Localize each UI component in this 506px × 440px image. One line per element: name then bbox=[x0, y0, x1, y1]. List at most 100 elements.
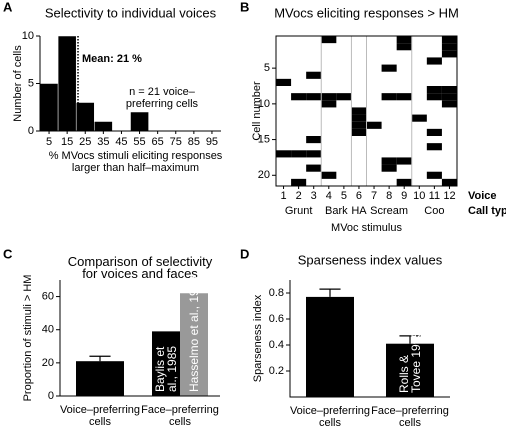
response-cell bbox=[381, 64, 397, 72]
error-bar bbox=[319, 288, 341, 297]
x-tick-label: 4 bbox=[326, 190, 332, 202]
y-tick-label: 0.8 bbox=[269, 287, 284, 299]
x-tick-label: Voice–preferring cells bbox=[290, 405, 370, 429]
y-tick-label: 5 bbox=[264, 62, 270, 74]
response-cell bbox=[381, 157, 397, 165]
response-cell bbox=[441, 93, 457, 101]
response-cell bbox=[351, 128, 367, 136]
row-name: Voice bbox=[468, 190, 497, 202]
x-tick-label: 5 bbox=[341, 190, 347, 202]
bar-label: Hasselmo et al., 1989 bbox=[187, 276, 201, 392]
histogram-bar bbox=[75, 102, 95, 132]
y-tick-label: 0.6 bbox=[269, 313, 284, 325]
response-cell bbox=[441, 86, 457, 94]
response-cell bbox=[426, 57, 442, 65]
y-axis-label: Sparseness index bbox=[252, 294, 264, 382]
panel-letter: B bbox=[240, 0, 249, 14]
response-cell bbox=[396, 157, 412, 165]
response-cell bbox=[366, 121, 382, 129]
x-tick-label: Voice–preferring cells bbox=[60, 404, 140, 428]
bar bbox=[180, 293, 208, 396]
response-cell bbox=[321, 171, 337, 179]
response-cell bbox=[321, 100, 337, 108]
response-cell bbox=[441, 50, 457, 58]
y-tick-label: 10 bbox=[258, 98, 270, 110]
bar bbox=[386, 343, 434, 397]
x-axis-label: MVoc stimulus bbox=[331, 222, 402, 234]
y-tick-label: 0 bbox=[48, 390, 54, 402]
y-tick-label: 0.2 bbox=[269, 365, 284, 377]
x-tick-label: 45 bbox=[115, 136, 127, 148]
response-cell bbox=[306, 136, 322, 144]
panel-letter: A bbox=[3, 0, 13, 14]
x-tick-label: 85 bbox=[188, 136, 200, 148]
x-tick-label: 11 bbox=[429, 190, 440, 202]
response-cell bbox=[321, 93, 337, 101]
response-cell bbox=[441, 178, 457, 186]
chart-title: MVocs eliciting responses > HM bbox=[274, 5, 459, 20]
x-tick-label: 6 bbox=[356, 190, 362, 202]
response-cell bbox=[381, 93, 397, 101]
response-cell bbox=[276, 150, 292, 158]
response-cell bbox=[321, 36, 337, 44]
x-tick-label: 5 bbox=[46, 136, 52, 148]
call-type-label: HA bbox=[351, 205, 367, 217]
x-tick-label: Face–preferring cells bbox=[371, 405, 449, 429]
x-tick-label: 35 bbox=[97, 136, 109, 148]
y-tick-label: 0.4 bbox=[269, 339, 284, 351]
chart-title: Sparseness index values bbox=[298, 252, 443, 267]
response-cell bbox=[441, 43, 457, 51]
call-type-label: Grunt bbox=[285, 205, 313, 217]
x-tick-label: 65 bbox=[152, 136, 164, 148]
histogram-bar bbox=[57, 35, 77, 132]
response-cell bbox=[336, 93, 352, 101]
panel-letter: D bbox=[240, 246, 249, 261]
call-type-label: Scream bbox=[370, 205, 408, 217]
response-cell bbox=[351, 121, 367, 129]
histogram-bar bbox=[39, 83, 59, 132]
call-type-label: Coo bbox=[424, 205, 444, 217]
annotation: n = 21 voice– preferring cells bbox=[126, 86, 199, 110]
bar bbox=[306, 296, 354, 397]
y-axis-label: Proportion of stimuli > HM bbox=[22, 275, 34, 402]
response-cell bbox=[291, 93, 307, 101]
response-cell bbox=[291, 150, 307, 158]
x-tick-label: 75 bbox=[170, 136, 182, 148]
plot-frame bbox=[275, 35, 458, 187]
response-cell bbox=[426, 171, 442, 179]
x-tick-label: Face–preferring cells bbox=[141, 404, 219, 428]
response-cell bbox=[426, 93, 442, 101]
response-cell bbox=[441, 100, 457, 108]
histogram-bar bbox=[130, 111, 149, 132]
y-tick-label: 5 bbox=[28, 77, 34, 89]
response-cell bbox=[396, 36, 412, 44]
y-tick-label: 60 bbox=[42, 290, 54, 302]
y-tick-label: 15 bbox=[258, 133, 270, 145]
response-cell bbox=[351, 114, 367, 122]
x-tick-label: 10 bbox=[413, 190, 425, 202]
chart-title: Selectivity to individual voices bbox=[45, 5, 217, 20]
chart-title: Comparison of selectivity for voices and … bbox=[68, 254, 213, 281]
response-cell bbox=[351, 107, 367, 115]
response-cell bbox=[426, 128, 442, 136]
row-name: Call type bbox=[468, 205, 506, 217]
y-tick-label: 20 bbox=[258, 169, 270, 181]
response-cell bbox=[426, 86, 442, 94]
call-type-label: Bark bbox=[325, 205, 348, 217]
y-axis-label: Number of cells bbox=[12, 45, 24, 122]
y-tick-label: 10 bbox=[22, 30, 34, 42]
response-cell bbox=[381, 164, 397, 172]
response-cell bbox=[306, 164, 322, 172]
response-cell bbox=[306, 150, 322, 158]
response-cell bbox=[426, 143, 442, 151]
x-tick-label: 15 bbox=[61, 136, 73, 148]
response-cell bbox=[291, 178, 307, 186]
mean-label: Mean: 21 % bbox=[82, 53, 142, 65]
x-tick-label: 12 bbox=[443, 190, 455, 202]
histogram-bar bbox=[94, 121, 113, 132]
response-cell bbox=[396, 178, 412, 186]
y-tick-label: 0 bbox=[28, 125, 34, 137]
bar bbox=[152, 331, 180, 396]
x-tick-label: 3 bbox=[311, 190, 317, 202]
